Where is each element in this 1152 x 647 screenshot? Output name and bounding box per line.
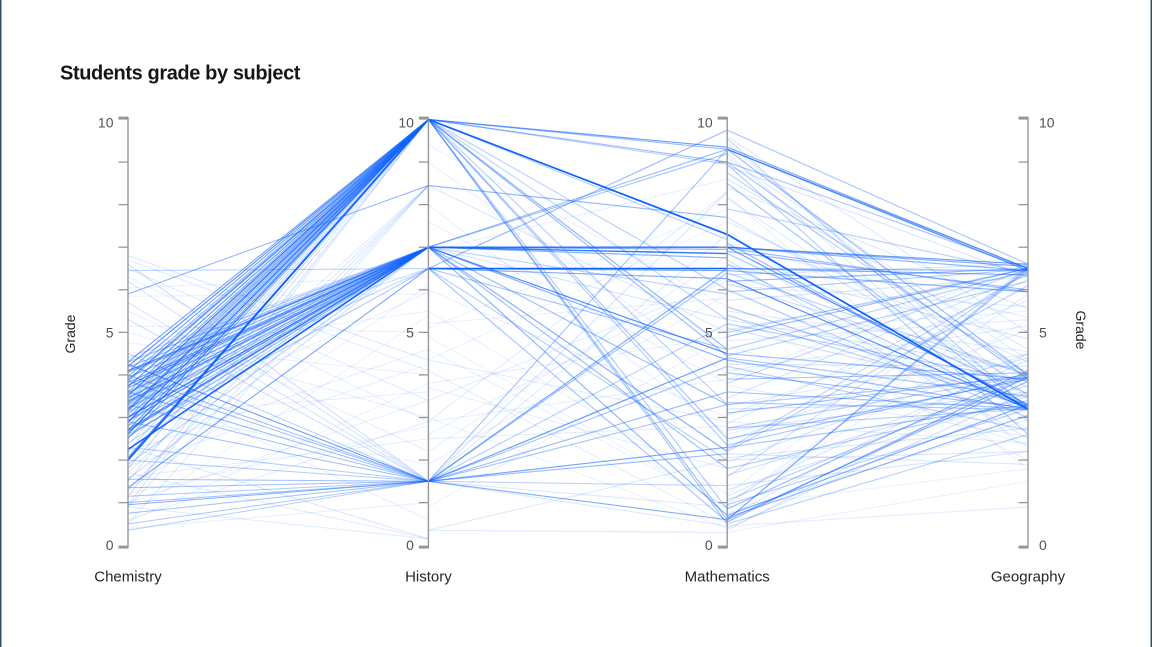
- svg-text:5: 5: [106, 325, 114, 341]
- svg-text:5: 5: [1039, 325, 1047, 341]
- svg-text:0: 0: [1039, 537, 1047, 553]
- svg-text:Grade: Grade: [62, 314, 78, 353]
- svg-text:Geography: Geography: [991, 569, 1066, 586]
- svg-text:5: 5: [705, 325, 713, 341]
- svg-text:5: 5: [406, 325, 414, 341]
- svg-text:Students grade by subject: Students grade by subject: [60, 63, 301, 85]
- svg-text:0: 0: [406, 537, 414, 553]
- svg-text:0: 0: [106, 537, 114, 553]
- svg-text:0: 0: [705, 537, 713, 553]
- svg-text:10: 10: [697, 115, 713, 131]
- svg-text:History: History: [405, 569, 452, 586]
- svg-text:10: 10: [398, 115, 414, 131]
- svg-text:Grade: Grade: [1073, 311, 1089, 350]
- svg-text:10: 10: [98, 115, 114, 131]
- svg-text:Chemistry: Chemistry: [94, 569, 162, 586]
- svg-text:10: 10: [1039, 115, 1055, 131]
- svg-text:Mathematics: Mathematics: [685, 569, 770, 586]
